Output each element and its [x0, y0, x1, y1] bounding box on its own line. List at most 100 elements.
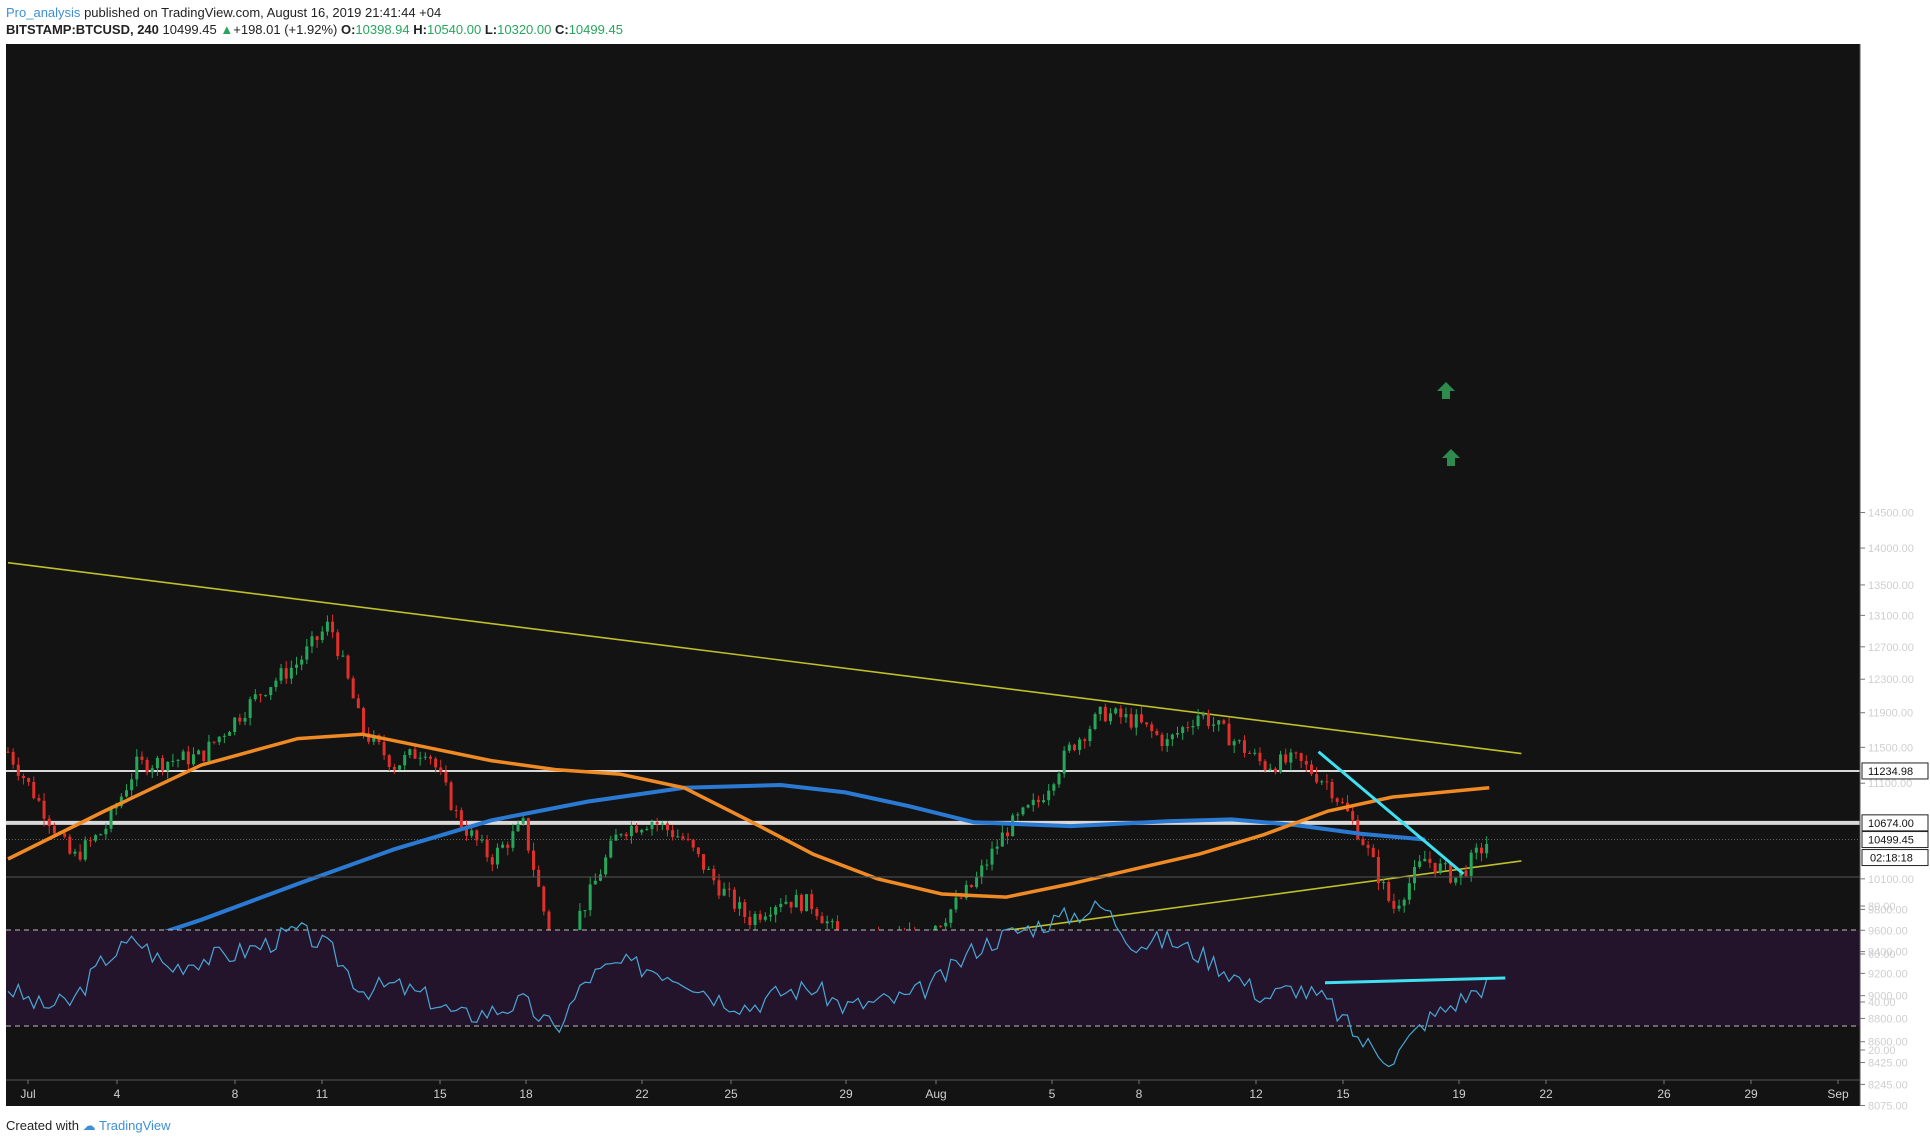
candle-body[interactable]: [1227, 723, 1231, 746]
candle-body[interactable]: [825, 921, 829, 924]
candle-body[interactable]: [835, 921, 839, 933]
candle-body[interactable]: [1299, 753, 1303, 762]
candle-body[interactable]: [717, 880, 721, 896]
candle-body[interactable]: [1139, 714, 1143, 723]
candle-body[interactable]: [104, 828, 108, 835]
candle-body[interactable]: [547, 911, 551, 937]
candle-body[interactable]: [1371, 847, 1375, 858]
candle-body[interactable]: [1036, 799, 1040, 803]
candle-body[interactable]: [542, 886, 546, 912]
candle-body[interactable]: [650, 821, 654, 829]
candle-body[interactable]: [671, 830, 675, 838]
candle-body[interactable]: [593, 880, 597, 885]
candle-body[interactable]: [130, 779, 134, 791]
candle-body[interactable]: [356, 698, 360, 709]
candle-body[interactable]: [1356, 819, 1360, 840]
candle-body[interactable]: [799, 894, 803, 912]
candle-body[interactable]: [1443, 863, 1447, 865]
candle-body[interactable]: [1160, 734, 1164, 747]
candle-body[interactable]: [233, 717, 237, 733]
candle-body[interactable]: [279, 668, 283, 681]
candle-body[interactable]: [635, 825, 639, 833]
candle-body[interactable]: [1428, 858, 1432, 863]
candle-body[interactable]: [727, 888, 731, 890]
candle-body[interactable]: [1433, 862, 1437, 874]
candle-body[interactable]: [1232, 741, 1236, 746]
candle-body[interactable]: [367, 733, 371, 742]
candle-body[interactable]: [969, 884, 973, 888]
candle-body[interactable]: [578, 910, 582, 932]
candle-body[interactable]: [980, 865, 984, 877]
candle-body[interactable]: [1067, 744, 1071, 751]
candle-body[interactable]: [1268, 768, 1272, 770]
candle-body[interactable]: [1057, 773, 1061, 785]
candle-body[interactable]: [810, 894, 814, 910]
candle-body[interactable]: [1201, 713, 1205, 716]
candle-body[interactable]: [516, 823, 520, 832]
candle-body[interactable]: [289, 667, 293, 679]
candle-body[interactable]: [21, 775, 25, 779]
candle-body[interactable]: [1206, 713, 1210, 726]
candle-body[interactable]: [341, 655, 345, 657]
candle-body[interactable]: [1114, 708, 1118, 714]
candle-body[interactable]: [1098, 706, 1102, 715]
candle-body[interactable]: [794, 894, 798, 908]
candle-body[interactable]: [738, 902, 742, 909]
candle-body[interactable]: [1309, 764, 1313, 775]
candle-body[interactable]: [1315, 774, 1319, 783]
candle-body[interactable]: [774, 906, 778, 915]
candle-body[interactable]: [614, 834, 618, 841]
candle-body[interactable]: [758, 913, 762, 920]
candle-body[interactable]: [1016, 814, 1020, 816]
candle-body[interactable]: [743, 902, 747, 917]
candle-body[interactable]: [768, 914, 772, 917]
descending-trendline[interactable]: [1317, 750, 1465, 875]
candle-body[interactable]: [310, 636, 314, 647]
rsi-line[interactable]: [7, 899, 1488, 1068]
candle-body[interactable]: [939, 925, 943, 927]
candle-body[interactable]: [145, 759, 149, 773]
candle-body[interactable]: [99, 834, 103, 836]
candle-body[interactable]: [372, 735, 376, 742]
candle-body[interactable]: [779, 903, 783, 907]
candle-body[interactable]: [815, 909, 819, 917]
candle-body[interactable]: [1103, 706, 1107, 722]
candle-body[interactable]: [1412, 866, 1416, 884]
candle-body[interactable]: [624, 834, 628, 837]
candle-body[interactable]: [1093, 714, 1097, 730]
candle-body[interactable]: [475, 830, 479, 841]
candle-body[interactable]: [1351, 811, 1355, 820]
candle-body[interactable]: [949, 909, 953, 923]
candle-body[interactable]: [228, 732, 232, 736]
candle-body[interactable]: [975, 876, 979, 888]
candle-body[interactable]: [300, 659, 304, 665]
candle-body[interactable]: [588, 884, 592, 911]
candle-body[interactable]: [1289, 752, 1293, 763]
candle-body[interactable]: [398, 765, 402, 770]
candle-body[interactable]: [1222, 720, 1226, 724]
candle-body[interactable]: [995, 846, 999, 849]
candle-body[interactable]: [1078, 739, 1082, 751]
candle-body[interactable]: [1217, 720, 1221, 725]
candle-body[interactable]: [1253, 752, 1257, 754]
candle-body[interactable]: [1181, 727, 1185, 734]
candle-body[interactable]: [830, 921, 834, 923]
candle-body[interactable]: [47, 818, 51, 827]
candle-body[interactable]: [537, 869, 541, 887]
candle-body[interactable]: [331, 621, 335, 633]
candle-body[interactable]: [1361, 839, 1365, 845]
candle-body[interactable]: [1485, 843, 1489, 854]
candle-body[interactable]: [660, 823, 664, 825]
candle-body[interactable]: [1284, 754, 1288, 763]
candle-body[interactable]: [1052, 784, 1056, 791]
candle-body[interactable]: [1304, 761, 1308, 765]
candle-body[interactable]: [629, 825, 633, 837]
candle-body[interactable]: [346, 655, 350, 679]
candle-body[interactable]: [1474, 847, 1478, 853]
candle-body[interactable]: [645, 828, 649, 830]
candle-body[interactable]: [732, 889, 736, 909]
candle-body[interactable]: [109, 808, 113, 829]
candle-body[interactable]: [336, 632, 340, 656]
author-link[interactable]: Pro_analysis: [6, 5, 81, 20]
